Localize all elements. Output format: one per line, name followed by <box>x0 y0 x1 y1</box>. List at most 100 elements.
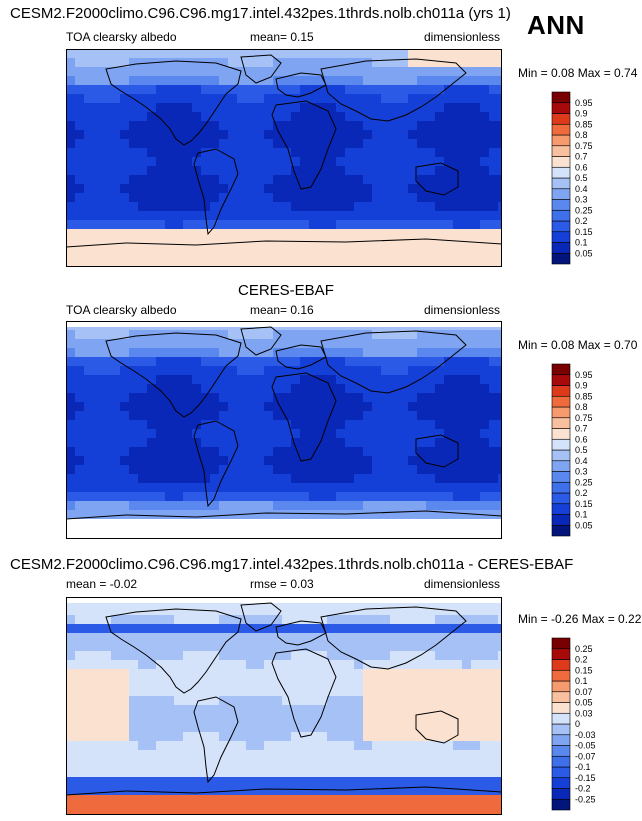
panel3-title: CESM2.F2000climo.C96.C96.mg17.intel.432p… <box>10 556 574 573</box>
colorbar-tick-label: 0.6 <box>575 434 588 444</box>
map-field <box>66 597 502 815</box>
panel3-colorbar: -0.25-0.2-0.15-0.1-0.07-0.05-0.0300.030.… <box>551 637 596 811</box>
colorbar-tick-label: 0.95 <box>575 98 593 108</box>
colorbar-swatch <box>551 417 571 429</box>
colorbar-tick-label: 0.05 <box>575 248 593 258</box>
colorbar-swatch <box>551 524 571 537</box>
colorbar-tick-label: 0.05 <box>575 698 593 708</box>
colorbar-swatch <box>551 102 571 114</box>
colorbar-swatch <box>551 134 571 147</box>
colorbar-tick-label: 0.2 <box>575 655 588 665</box>
colorbar-tick-label: -0.2 <box>575 784 591 794</box>
panel2-colorbar: 0.050.10.150.20.250.30.40.50.60.70.750.8… <box>551 363 593 537</box>
colorbar-tick-label: 0.85 <box>575 119 593 129</box>
colorbar-tick-label: 0.15 <box>575 227 593 237</box>
colorbar-tick-label: 0.03 <box>575 708 593 718</box>
colorbar-swatch <box>551 145 571 157</box>
panel3-rmse-label: rmse = 0.03 <box>250 577 314 591</box>
colorbar-swatch <box>551 492 571 505</box>
colorbar-tick-label: 0.4 <box>575 456 588 466</box>
panel1-colorbar: 0.050.10.150.20.250.30.40.50.60.70.750.8… <box>551 91 593 265</box>
colorbar-tick-label: 0.7 <box>575 424 588 434</box>
panel3-map <box>66 597 502 815</box>
colorbar-tick-label: 0.8 <box>575 130 588 140</box>
colorbar-tick-label: 0.2 <box>575 488 588 498</box>
colorbar-swatch <box>551 503 571 515</box>
season-label: ANN <box>527 10 585 40</box>
colorbar-tick-label: 0.2 <box>575 216 588 226</box>
colorbar-swatch <box>551 755 571 768</box>
colorbar-tick-label: -0.03 <box>575 730 596 740</box>
coastlines <box>66 326 502 539</box>
panel2-map <box>66 321 502 539</box>
colorbar-tick-label: 0.5 <box>575 445 588 455</box>
colorbar-swatch <box>551 91 571 104</box>
colorbar-tick-label: 0.25 <box>575 644 593 654</box>
colorbar-tick-label: 0.6 <box>575 162 588 172</box>
panel2-units-label: dimensionless <box>424 303 501 317</box>
colorbar-swatch <box>551 113 571 125</box>
colorbar-swatch <box>551 449 571 462</box>
colorbar-swatch <box>551 406 571 419</box>
colorbar-swatch <box>551 156 571 168</box>
colorbar-swatch <box>551 242 571 254</box>
colorbar-tick-label: 0 <box>575 719 580 729</box>
colorbar-tick-label: 0.9 <box>575 381 588 391</box>
colorbar-swatch <box>551 199 571 211</box>
colorbar-tick-label: 0.85 <box>575 391 593 401</box>
panel2-mean-label: mean= 0.16 <box>250 303 314 317</box>
panel1-variable-label: TOA clearsky albedo <box>66 30 177 44</box>
colorbar-swatch <box>551 766 571 779</box>
colorbar-swatch <box>551 702 571 714</box>
colorbar-swatch <box>551 734 571 746</box>
colorbar-tick-label: 0.1 <box>575 510 588 520</box>
panel1-minmax: Min = 0.08 Max = 0.74 <box>518 66 638 80</box>
panel1-map <box>66 49 502 267</box>
colorbar-swatch <box>551 395 571 408</box>
panel3-minmax: Min = -0.26 Max = 0.22 <box>518 612 642 626</box>
colorbar-tick-label: 0.9 <box>575 109 588 119</box>
colorbar-tick-label: 0.75 <box>575 413 593 423</box>
colorbar-tick-label: 0.75 <box>575 141 593 151</box>
colorbar-tick-label: 0.4 <box>575 184 588 194</box>
panel2-variable-label: TOA clearsky albedo <box>66 303 177 317</box>
colorbar-tick-label: -0.05 <box>575 741 596 751</box>
colorbar-tick-label: 0.1 <box>575 676 588 686</box>
panel3-mean-label: mean = -0.02 <box>66 577 138 591</box>
colorbar-swatch <box>551 438 571 451</box>
coastlines <box>66 602 502 815</box>
colorbar-swatch <box>551 788 571 800</box>
panel2-minmax: Min = 0.08 Max = 0.70 <box>518 338 638 352</box>
colorbar-tick-label: 0.7 <box>575 152 588 162</box>
colorbar-swatch <box>551 177 571 190</box>
panel1-units-label: dimensionless <box>424 30 501 44</box>
colorbar-tick-label: 0.05 <box>575 520 593 530</box>
colorbar-tick-label: 0.25 <box>575 477 593 487</box>
colorbar-tick-label: 0.1 <box>575 238 588 248</box>
colorbar-tick-label: 0.3 <box>575 195 588 205</box>
colorbar-swatch <box>551 385 571 397</box>
colorbar-swatch <box>551 188 571 200</box>
colorbar-tick-label: 0.15 <box>575 665 593 675</box>
colorbar-swatch <box>551 514 571 526</box>
colorbar-tick-label: -0.1 <box>575 762 591 772</box>
map-field <box>66 321 502 539</box>
colorbar-swatch <box>551 363 571 376</box>
colorbar-swatch <box>551 745 571 757</box>
colorbar-tick-label: -0.25 <box>575 794 596 804</box>
colorbar-swatch <box>551 481 571 494</box>
colorbar-swatch <box>551 209 571 222</box>
colorbar-tick-label: -0.15 <box>575 773 596 783</box>
map-field <box>66 49 502 267</box>
colorbar-swatch <box>551 777 571 789</box>
colorbar-swatch <box>551 637 571 650</box>
coastlines <box>66 54 502 267</box>
colorbar-swatch <box>551 252 571 265</box>
colorbar-tick-label: 0.3 <box>575 467 588 477</box>
colorbar-swatch <box>551 374 571 386</box>
colorbar-swatch <box>551 166 571 179</box>
colorbar-tick-label: -0.07 <box>575 751 596 761</box>
colorbar-swatch <box>551 231 571 243</box>
colorbar-tick-label: 0.8 <box>575 402 588 412</box>
colorbar-tick-label: 0.15 <box>575 499 593 509</box>
